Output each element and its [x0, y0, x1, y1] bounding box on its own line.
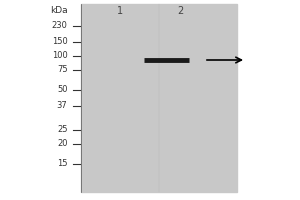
Bar [81, 4, 237, 192]
Text: 1: 1 [117, 6, 123, 16]
Text: 20: 20 [57, 140, 68, 148]
Text: 15: 15 [57, 160, 68, 168]
Text: 50: 50 [57, 85, 68, 94]
Text: 100: 100 [52, 51, 68, 60]
Text: 2: 2 [177, 6, 183, 16]
Text: 25: 25 [57, 126, 68, 134]
Text: kDa: kDa [50, 6, 67, 15]
Text: 230: 230 [52, 21, 68, 30]
Text: 150: 150 [52, 38, 68, 46]
Text: 75: 75 [57, 66, 68, 74]
Text: 37: 37 [57, 102, 68, 110]
